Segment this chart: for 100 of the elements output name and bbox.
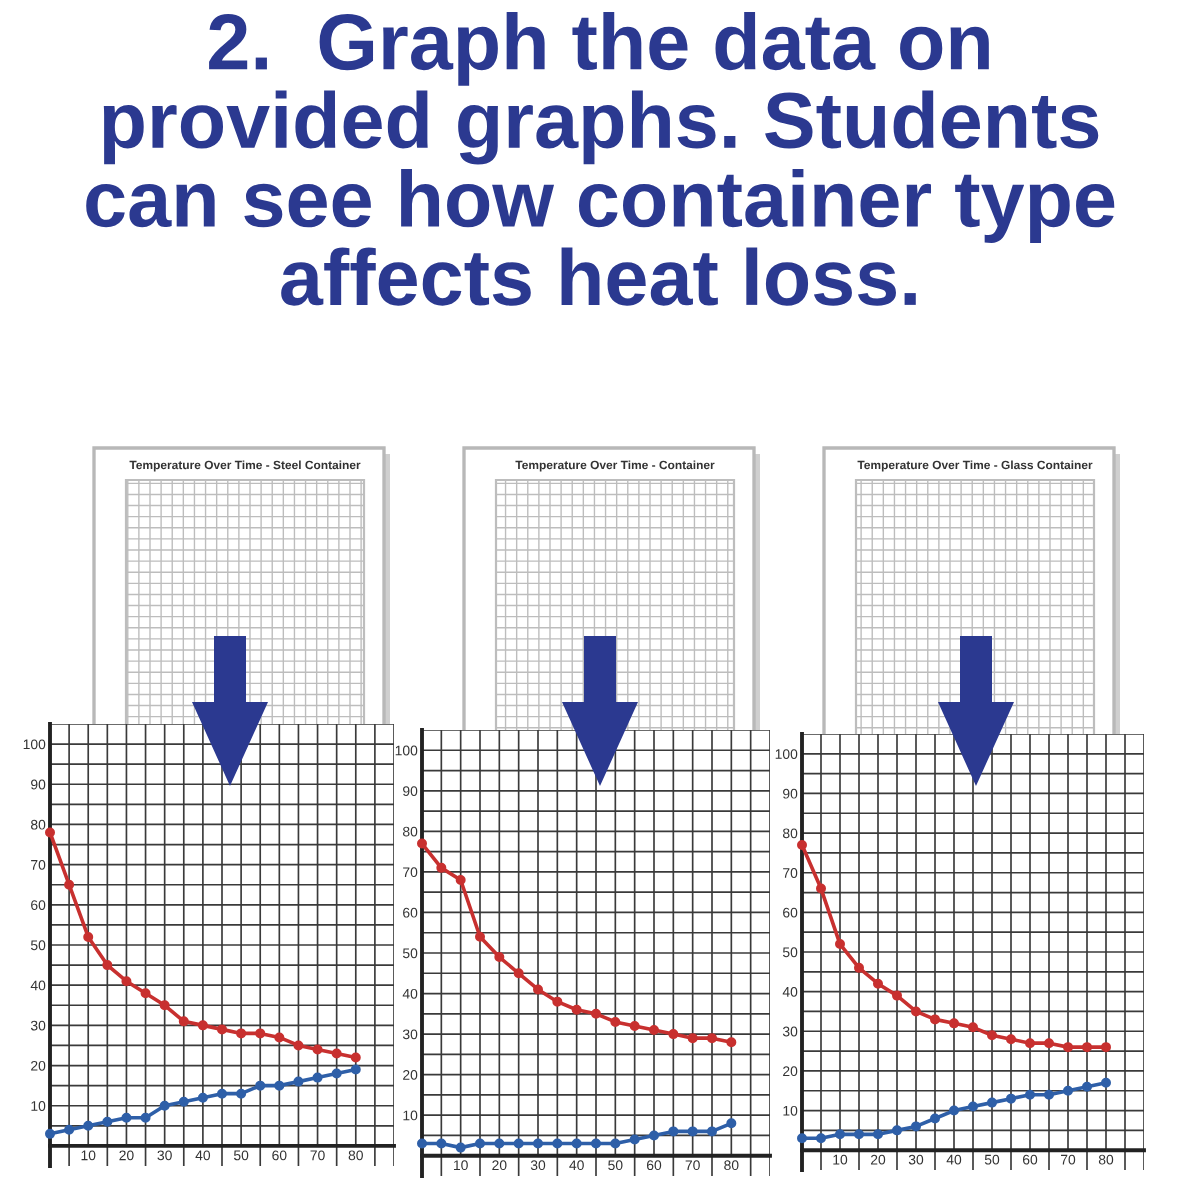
- point: [552, 996, 563, 1007]
- point: [178, 1016, 189, 1027]
- point: [892, 990, 902, 1001]
- point: [455, 875, 466, 886]
- point: [649, 1130, 659, 1141]
- point: [64, 879, 75, 890]
- point: [571, 1138, 582, 1149]
- point: [350, 1064, 361, 1075]
- point: [571, 1004, 582, 1015]
- point: [1044, 1089, 1054, 1100]
- text: 2. Graph the data on provided graphs. Students can see how container type affects heat loss.: [86, 12, 1115, 306]
- point: [987, 1097, 997, 1108]
- point: [417, 838, 427, 849]
- point: [312, 1072, 323, 1083]
- point: [707, 1033, 717, 1044]
- point: [236, 1028, 247, 1039]
- point: [668, 1029, 679, 1040]
- point: [533, 984, 543, 995]
- point: [197, 1020, 208, 1031]
- point: [629, 1020, 640, 1031]
- point: [533, 1138, 543, 1149]
- point: [835, 1129, 845, 1140]
- point: [350, 1052, 361, 1063]
- point: [293, 1040, 304, 1051]
- point: [140, 1112, 151, 1123]
- point: [217, 1024, 227, 1035]
- point: [591, 1008, 601, 1019]
- point: [102, 960, 113, 971]
- point: [911, 1121, 921, 1132]
- point: [274, 1032, 285, 1043]
- point: [312, 1044, 323, 1055]
- point: [1082, 1042, 1092, 1053]
- point: [949, 1105, 959, 1116]
- point: [83, 931, 94, 942]
- point: [513, 1138, 524, 1149]
- point: [159, 1100, 170, 1111]
- point: [178, 1096, 189, 1107]
- point: [949, 1018, 959, 1029]
- point: [159, 1000, 170, 1011]
- point: [45, 827, 55, 838]
- point: [255, 1080, 266, 1091]
- point: [436, 862, 447, 873]
- point: [930, 1113, 940, 1124]
- point: [930, 1014, 940, 1025]
- point: [274, 1080, 285, 1091]
- point: [1006, 1093, 1016, 1104]
- point: [293, 1076, 304, 1087]
- point: [726, 1037, 737, 1048]
- point: [1063, 1085, 1073, 1096]
- point: [649, 1025, 659, 1036]
- point: [45, 1128, 55, 1139]
- point: [1006, 1034, 1016, 1045]
- point: [494, 952, 505, 963]
- point: [140, 988, 151, 999]
- point: [121, 1112, 132, 1123]
- point: [494, 1138, 505, 1149]
- point: [455, 1142, 466, 1153]
- point: [610, 1016, 621, 1027]
- point: [707, 1126, 717, 1137]
- point: [121, 976, 132, 987]
- point: [513, 968, 524, 979]
- point: [197, 1092, 208, 1103]
- point: [854, 962, 864, 973]
- point: [83, 1120, 94, 1131]
- point: [987, 1030, 997, 1041]
- point: [1025, 1038, 1035, 1049]
- point: [331, 1048, 342, 1059]
- point: [417, 1138, 427, 1149]
- point: [797, 839, 807, 850]
- point: [1025, 1089, 1035, 1100]
- point: [436, 1138, 447, 1149]
- point: [873, 978, 883, 989]
- point: [255, 1028, 266, 1039]
- point: [64, 1124, 75, 1135]
- point: [629, 1134, 640, 1145]
- point: [1101, 1077, 1111, 1088]
- point: [236, 1088, 247, 1099]
- point: [668, 1126, 679, 1137]
- point: [816, 883, 826, 894]
- point: [610, 1138, 621, 1149]
- point: [687, 1033, 698, 1044]
- point: [854, 1129, 864, 1140]
- point: [873, 1129, 883, 1140]
- point: [687, 1126, 698, 1137]
- point: [726, 1118, 737, 1129]
- point: [968, 1022, 978, 1033]
- point: [1082, 1081, 1092, 1092]
- point: [552, 1138, 563, 1149]
- point: [1101, 1042, 1111, 1053]
- point: [591, 1138, 601, 1149]
- point: [968, 1101, 978, 1112]
- point: [892, 1125, 902, 1136]
- point: [102, 1116, 113, 1127]
- point: [911, 1006, 921, 1017]
- point: [331, 1068, 342, 1079]
- point: [475, 1138, 485, 1149]
- point: [835, 939, 845, 950]
- point: [217, 1088, 227, 1099]
- point: [797, 1133, 807, 1144]
- point: [1044, 1038, 1054, 1049]
